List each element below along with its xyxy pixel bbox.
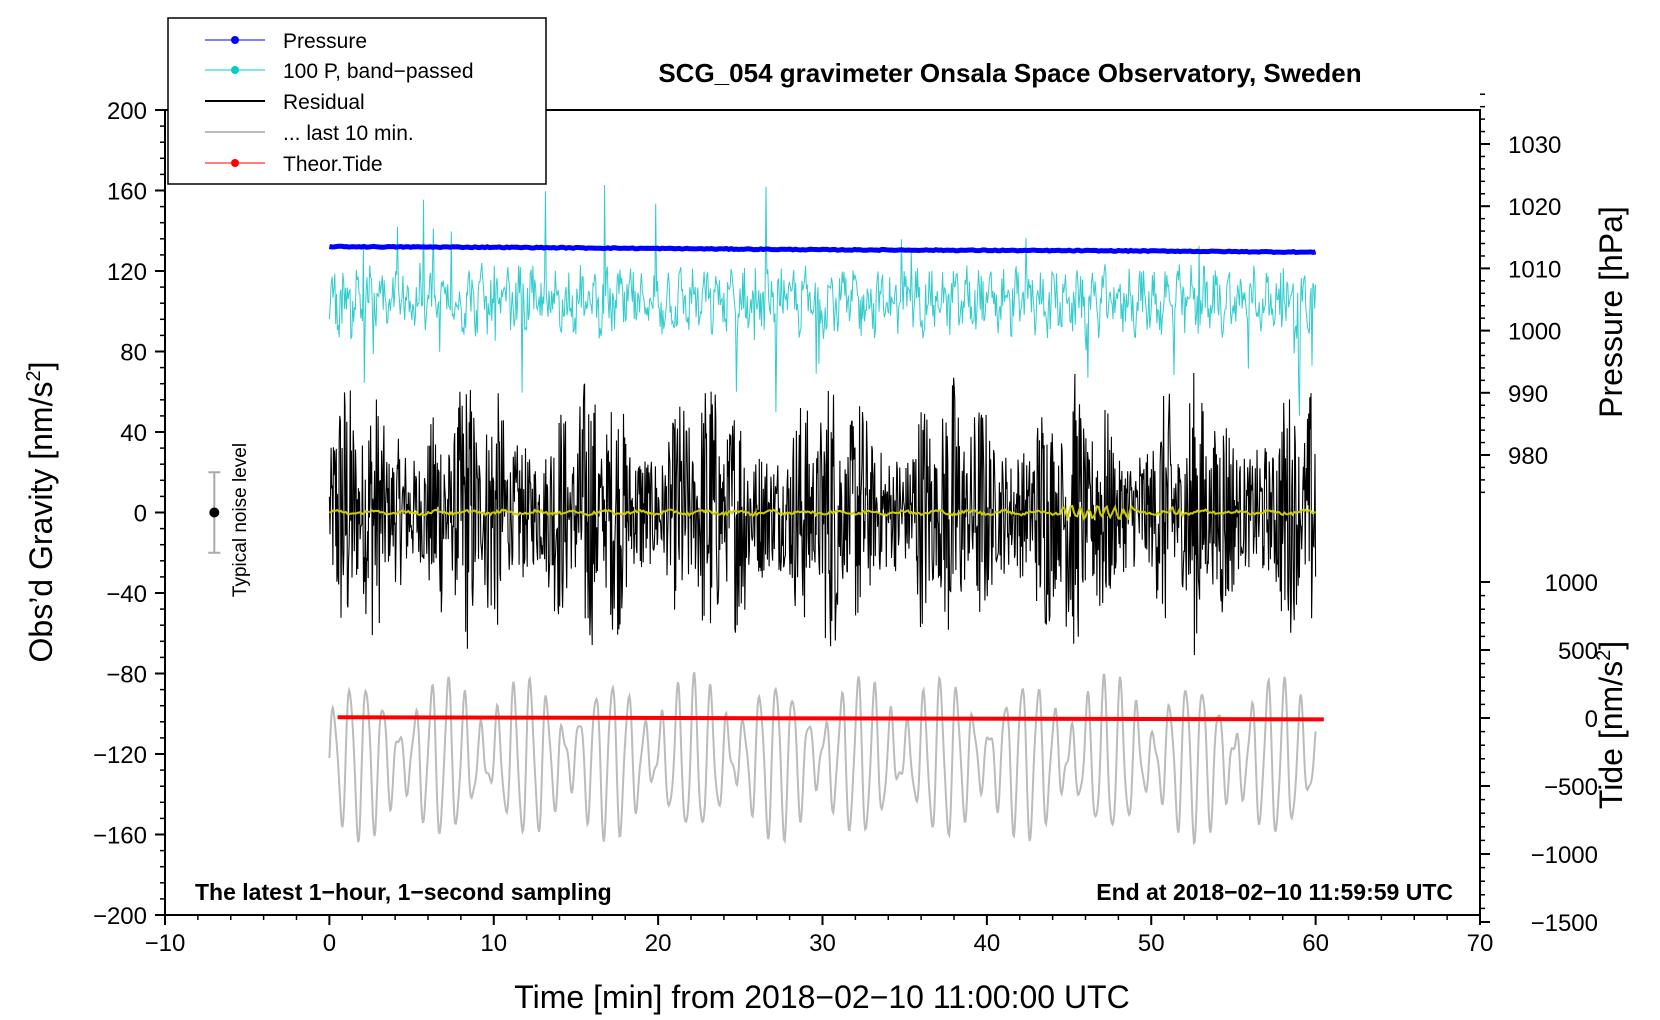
y-tick-label: 40	[120, 420, 147, 447]
tide-tick-label: −500	[1544, 774, 1598, 801]
annotation-end-time: End at 2018−02−10 11:59:59 UTC	[1096, 879, 1453, 905]
pressure-tick-label: 1010	[1508, 256, 1561, 283]
annotation-latest-hour: The latest 1−hour, 1−second sampling	[195, 879, 612, 905]
series-pressure	[328, 243, 1317, 256]
x-tick-label: 70	[1467, 930, 1494, 957]
pressure-axis-label: Pressure [hPa]	[1593, 206, 1629, 418]
legend-label-pressure: Pressure	[283, 30, 367, 53]
legend-label-band-passed: 100 P, band−passed	[283, 60, 474, 83]
y-tick-label: 0	[134, 501, 147, 528]
tide-tick-label: 500	[1558, 638, 1598, 665]
pressure-tick-label: 1020	[1508, 194, 1561, 221]
noise-bar-dot	[209, 507, 220, 518]
chart-title: SCG_054 gravimeter Onsala Space Observat…	[658, 58, 1361, 88]
y-tick-label: −40	[106, 581, 147, 608]
series-layer	[328, 184, 1324, 846]
tide-tick-label: 0	[1585, 706, 1598, 733]
tide-tick-label: −1500	[1531, 910, 1598, 937]
x-tick-label: 0	[323, 930, 336, 957]
y-axis-label-end: ]	[23, 362, 59, 371]
y-tick-label: 200	[107, 98, 147, 125]
legend-marker-theor-tide	[231, 159, 239, 167]
legend-marker-pressure	[231, 36, 239, 44]
legend-entry-pressure: Pressure	[205, 30, 367, 53]
pressure-axis-ticks: 980 990 1000 1010 1020 1030	[1480, 93, 1561, 494]
series-theoretical-tide	[337, 715, 1324, 722]
noise-level-label: Typical noise level	[230, 443, 251, 597]
series-residual	[328, 372, 1317, 656]
x-tick-label: 40	[974, 930, 1001, 957]
y-axis-label: Obs’d Gravity [nm/s2]	[23, 362, 59, 663]
tide-tick-label: −1000	[1531, 842, 1598, 869]
series-band-passed-pressure	[328, 184, 1317, 416]
y-tick-label: 160	[107, 179, 147, 206]
series-lowpass-residual	[329, 504, 1316, 522]
pressure-tick-label: 1000	[1508, 319, 1561, 346]
x-tick-label: 60	[1302, 930, 1329, 957]
y-tick-label: 120	[107, 259, 147, 286]
y-axis-label-text: Obs’d Gravity [nm/s	[23, 382, 59, 663]
tide-axis-label-end: ]	[1593, 641, 1629, 650]
y-tick-label: −80	[106, 662, 147, 689]
pressure-tick-label: 1030	[1508, 132, 1561, 159]
tide-axis-label-sup: 2	[1593, 650, 1615, 661]
legend-label-last-10-min: ... last 10 min.	[283, 122, 414, 145]
y-axis-label-sup: 2	[23, 370, 45, 381]
pressure-tick-label: 980	[1508, 443, 1548, 470]
legend-label-theor-tide: Theor.Tide	[283, 153, 383, 176]
x-tick-label: 20	[645, 930, 672, 957]
legend-entry-last-10-min: ... last 10 min.	[205, 122, 414, 145]
noise-level-indicator: Typical noise level	[208, 443, 251, 597]
y-axis-ticks: −200 −160 −120 −80 −40 0 40 80 120 160 200	[93, 98, 165, 930]
legend-entry-band-passed: 100 P, band−passed	[205, 60, 474, 83]
legend-label-residual: Residual	[283, 91, 365, 114]
tide-tick-label: 1000	[1545, 570, 1598, 597]
x-tick-label: 50	[1138, 930, 1165, 957]
x-axis-label: Time [min] from 2018−02−10 11:00:00 UTC	[514, 979, 1129, 1015]
x-tick-label: 30	[809, 930, 836, 957]
pressure-tick-label: 990	[1508, 381, 1548, 408]
tide-axis-label: Tide [nm/s2]	[1593, 641, 1629, 809]
y-tick-label: −200	[93, 903, 147, 930]
tide-axis-ticks: −1500 −1000 −500 0 500 1000	[1480, 570, 1598, 937]
y-tick-label: −160	[93, 823, 147, 850]
legend-marker-band-passed	[231, 66, 239, 74]
series-last-10-min	[328, 672, 1317, 846]
x-tick-label: −10	[145, 930, 186, 957]
x-tick-label: 10	[480, 930, 507, 957]
legend: Pressure 100 P, band−passed Residual ...…	[167, 17, 547, 185]
y-tick-label: 80	[120, 340, 147, 367]
legend-entry-residual: Residual	[205, 91, 365, 114]
legend-entry-theor-tide: Theor.Tide	[205, 153, 383, 176]
y-tick-label: −120	[93, 742, 147, 769]
tide-axis-label-text: Tide [nm/s	[1593, 661, 1629, 809]
x-axis-ticks: −10 0 10 20 30 40 50 60 70	[145, 915, 1494, 957]
